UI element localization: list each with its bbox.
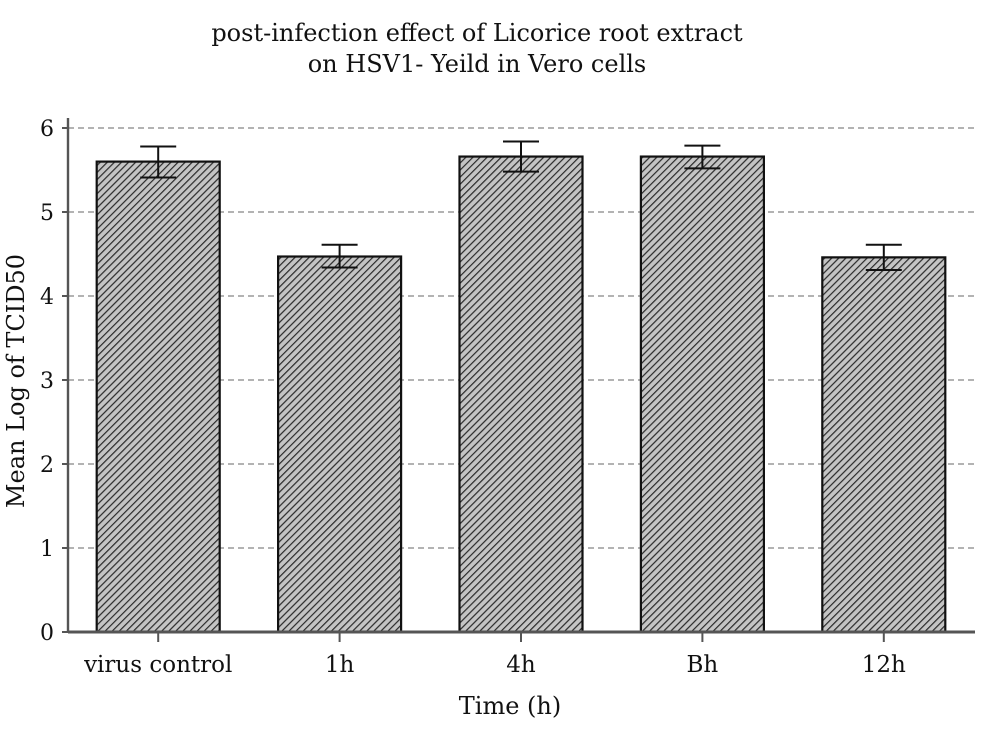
y-tick-label-6: 6	[40, 117, 54, 142]
x-tick-label-1h: 1h	[325, 652, 355, 678]
x-tick-label-Bh: Bh	[687, 652, 719, 678]
axes: 0 1 2 3 4 5 6 virus control 1h 4h Bh 12h	[40, 117, 975, 678]
y-tick-label-5: 5	[40, 201, 54, 226]
chart-title-line-2: on HSV1- Yeild in Vero cells	[308, 50, 647, 78]
x-axis-label: Time (h)	[459, 692, 561, 720]
y-tick-label-3: 3	[40, 369, 54, 394]
x-tick-label-4h: 4h	[506, 652, 536, 678]
y-tick-label-4: 4	[40, 285, 54, 310]
bar-virus-control	[95, 160, 221, 634]
y-axis-label: Mean Log of TCID50	[2, 254, 30, 508]
bar-4h	[458, 155, 584, 634]
chart-title-line-1: post-infection effect of Licorice root e…	[211, 19, 743, 47]
y-tick-label-2: 2	[40, 453, 54, 478]
bar-12h	[821, 256, 947, 634]
x-tick-label-virus-control: virus control	[83, 652, 232, 678]
bars	[95, 140, 947, 634]
y-tick-label-1: 1	[40, 537, 54, 562]
y-tick-label-0: 0	[40, 621, 54, 646]
bar-1h	[277, 255, 403, 634]
x-tick-label-12h: 12h	[862, 652, 906, 678]
bar-Bh	[639, 155, 766, 634]
